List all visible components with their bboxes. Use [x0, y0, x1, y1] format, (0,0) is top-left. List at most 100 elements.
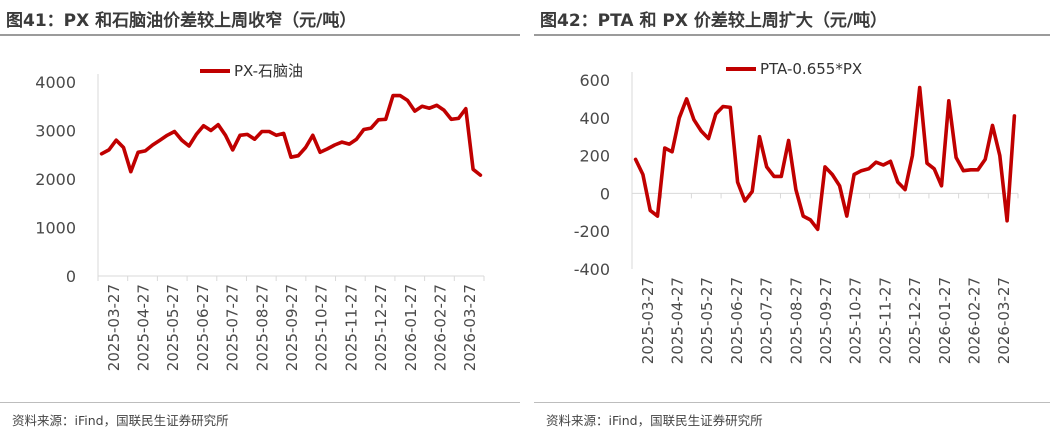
data-point [794, 188, 798, 191]
data-point [420, 105, 424, 108]
x-tick-label: 2025-11-27 [342, 284, 360, 371]
data-point [823, 165, 827, 169]
data-point [231, 148, 234, 152]
x-tick-label: 2025-07-27 [758, 277, 776, 364]
data-point [656, 214, 659, 218]
data-point [297, 154, 300, 157]
x-tick-label: 2025-03-27 [105, 284, 123, 371]
data-point [187, 144, 191, 148]
x-tick-label: 2026-01-27 [402, 284, 420, 371]
data-point [867, 167, 870, 171]
data-point [136, 151, 140, 154]
data-point [911, 154, 914, 157]
chart-panel-px-naphtha: 图41：PX 和石脑油价差较上周收窄（元/吨） 0 1000 2000 3000 400… [0, 0, 520, 432]
data-point [340, 140, 344, 144]
x-tick-label: 2026-02-27 [965, 277, 983, 364]
data-point [246, 133, 249, 136]
x-tick-label: 2025-12-27 [906, 277, 924, 364]
data-point [860, 169, 863, 172]
legend-label: PTA-0.655*PX [760, 60, 862, 78]
data-point [721, 105, 725, 108]
x-tick-label: 2025-08-27 [787, 277, 805, 364]
data-point [903, 188, 907, 191]
data-point [714, 112, 717, 116]
data-point [107, 148, 111, 152]
data-point [333, 143, 336, 147]
data-point [685, 97, 688, 101]
data-point [750, 190, 754, 193]
data-point [428, 106, 431, 110]
line-chart-px-naphtha: 0 1000 2000 3000 4000 2025-03-27 2025-04-27 202… [35, 62, 485, 371]
data-point [442, 108, 446, 112]
data-point [202, 124, 205, 127]
y-tick-label: 200 [579, 147, 610, 166]
data-point [173, 130, 176, 133]
data-point [984, 158, 987, 161]
data-point [435, 104, 438, 107]
data-point [304, 146, 307, 149]
x-tick-label: 2025-11-27 [876, 277, 894, 364]
chart-panel-pta-px: 图42：PTA 和 PX 价差较上周扩大（元/吨） -400 -200 0 200 40… [534, 0, 1050, 432]
x-tick-label: 2025-09-27 [817, 277, 835, 364]
y-tick-label: 2000 [35, 170, 76, 189]
x-tick-label: 2025-09-27 [283, 284, 301, 371]
y-tick-label: 400 [579, 109, 610, 128]
data-point [115, 139, 118, 142]
panel-title: 图42：PTA 和 PX 价差较上周扩大（元/吨） [540, 11, 888, 31]
y-tick-label: 3000 [35, 122, 76, 141]
data-point [780, 175, 783, 178]
legend-label: PX-石脑油 [234, 62, 303, 80]
x-tick-label: 2025-06-27 [194, 284, 212, 371]
data-point [289, 155, 293, 159]
y-tick-label: 1000 [35, 219, 76, 238]
data-point [450, 118, 453, 121]
data-point [947, 99, 951, 102]
data-point [253, 138, 256, 141]
x-tick-label: 2026-03-27 [461, 284, 479, 371]
data-point [729, 106, 732, 109]
data-point [772, 175, 776, 178]
x-tick-label: 2025-08-27 [253, 284, 271, 371]
data-point [348, 142, 351, 146]
data-point [663, 146, 666, 150]
x-tick-label: 2026-03-27 [995, 277, 1013, 364]
data-point [758, 135, 761, 138]
y-tick-label: 4000 [35, 73, 76, 92]
data-point [406, 99, 409, 102]
data-point [180, 139, 183, 142]
data-point [399, 94, 402, 97]
data-point [122, 146, 125, 149]
x-tick-label: 2025-07-27 [224, 284, 242, 371]
data-point [413, 109, 417, 113]
data-point [377, 118, 380, 122]
x-tick-label: 2025-10-27 [847, 277, 865, 364]
data-point [765, 165, 768, 169]
data-point [355, 138, 358, 141]
data-point [816, 228, 819, 231]
x-tick-label: 2025-12-27 [372, 284, 390, 371]
x-tick-label: 2025-06-27 [728, 277, 746, 364]
data-point [918, 86, 921, 89]
data-point [224, 134, 227, 137]
data-point [801, 214, 805, 218]
data-point [362, 128, 366, 131]
data-point [831, 173, 834, 176]
source-note: 资料来源：iFind，国联民生证券研究所 [546, 413, 763, 428]
x-tick-label: 2025-10-27 [313, 284, 331, 371]
data-point [311, 134, 315, 137]
x-tick-label: 2025-05-27 [164, 284, 182, 371]
data-point [391, 94, 395, 97]
x-tick-label: 2025-04-27 [669, 277, 687, 364]
data-point [954, 156, 958, 159]
data-point [998, 154, 1001, 157]
data-point [209, 129, 213, 132]
data-point [940, 184, 943, 188]
data-point [787, 139, 790, 142]
y-tick-label: 0 [600, 184, 610, 203]
data-point [896, 180, 900, 184]
data-point [707, 137, 710, 140]
data-point [925, 161, 929, 165]
x-tick-label: 2025-03-27 [639, 277, 657, 364]
title-rule [534, 34, 1050, 36]
data-point [479, 173, 482, 177]
